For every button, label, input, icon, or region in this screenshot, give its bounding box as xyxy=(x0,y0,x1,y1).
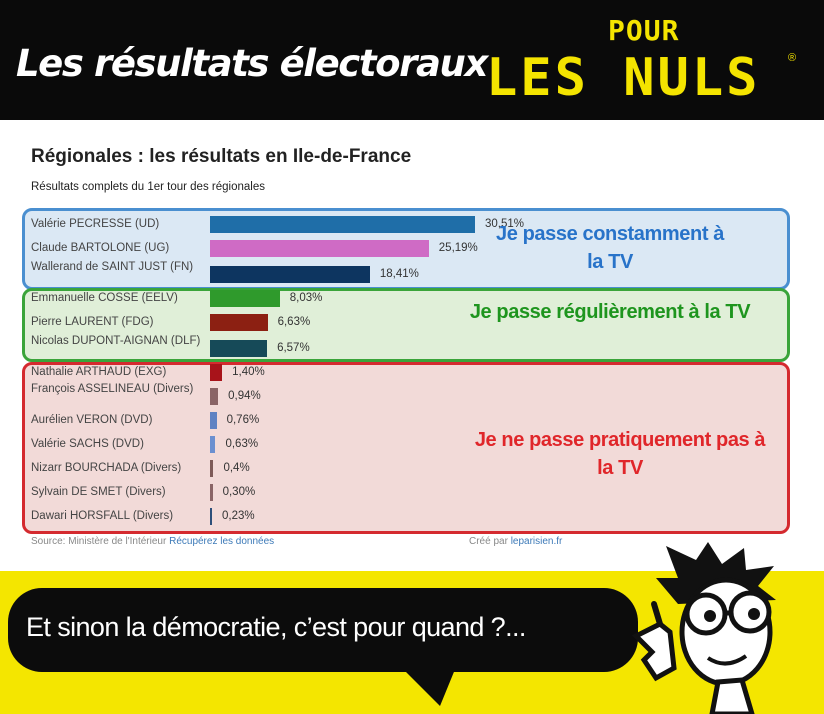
bar xyxy=(210,314,268,331)
speech-bubble-text: Et sinon la démocratie, c’est pour quand… xyxy=(26,612,526,642)
speech-bubble xyxy=(8,588,638,672)
value-label: 0,4% xyxy=(223,462,250,474)
leparisien-link[interactable]: leparisien.fr xyxy=(510,536,563,547)
category-label: Sylvain DE SMET (Divers) xyxy=(31,486,166,498)
value-label: 0,94% xyxy=(228,390,261,402)
group-annotation: Je ne passe pratiquement pas à la TV xyxy=(474,429,766,479)
category-label: Wallerand de SAINT JUST (FN) xyxy=(31,261,194,273)
category-label: Aurélien VERON (DVD) xyxy=(31,414,153,426)
bar xyxy=(210,364,223,381)
value-label: 18,41% xyxy=(379,268,419,280)
bar xyxy=(210,508,212,525)
dummies-mascot-icon xyxy=(631,542,776,714)
headline: Les résultats électoraux xyxy=(16,42,488,85)
category-label: Nizarr BOURCHADA (Divers) xyxy=(31,462,182,474)
bar xyxy=(210,240,429,257)
category-label: Pierre LAURENT (FDG) xyxy=(31,316,154,328)
category-label: Dawari HORSFALL (Divers) xyxy=(31,510,174,522)
value-label: 0,23% xyxy=(222,510,255,522)
bar xyxy=(210,412,217,429)
bar xyxy=(210,216,475,233)
value-label: 30,51% xyxy=(485,218,525,230)
logo-pour-text: POUR xyxy=(608,14,680,47)
bar xyxy=(210,436,216,453)
bar xyxy=(210,484,213,501)
registered-mark: ® xyxy=(788,52,797,64)
chart-subtitle: Résultats complets du 1er tour des régio… xyxy=(31,181,265,193)
category-label: Nathalie ARTHAUD (EXG) xyxy=(31,366,167,378)
group-annotation: Je passe régulièrement à la TV xyxy=(469,301,751,323)
value-label: 25,19% xyxy=(438,242,478,254)
logo-les-nuls-text: LES NULS xyxy=(486,48,761,108)
group-annotation: Je passe constamment à la TV xyxy=(496,223,724,273)
value-label: 6,57% xyxy=(277,342,310,354)
category-label: Valérie PECRESSE (UD) xyxy=(31,218,160,230)
download-data-link[interactable]: Récupérez les données xyxy=(169,536,275,547)
chart-source: Source: Ministère de l'Intérieur Récupér… xyxy=(31,536,274,547)
value-label: 0,76% xyxy=(226,414,260,426)
value-label: 0,63% xyxy=(225,438,259,450)
value-label: 6,63% xyxy=(277,316,311,328)
category-label: Valérie SACHS (DVD) xyxy=(31,438,144,450)
bar xyxy=(210,290,280,307)
group-box xyxy=(22,288,790,362)
chart-credit: Créé par leparisien.fr xyxy=(469,536,562,547)
bar xyxy=(210,388,219,405)
category-label: Emmanuelle COSSE (EELV) xyxy=(31,292,178,304)
bar xyxy=(210,460,214,477)
source-text: Source: Ministère de l'Intérieur xyxy=(31,536,167,547)
bar xyxy=(210,340,268,357)
category-label: Nicolas DUPONT-AIGNAN (DLF) xyxy=(31,335,201,347)
value-label: 1,40% xyxy=(232,366,265,378)
credit-text: Créé par xyxy=(469,536,508,547)
chart-title: Régionales : les résultats en Ile-de-Fra… xyxy=(31,146,412,167)
bar xyxy=(210,266,370,283)
category-label: François ASSELINEAU (Divers) xyxy=(31,383,194,395)
value-label: 0,30% xyxy=(222,486,256,498)
value-label: 8,03% xyxy=(289,292,323,304)
category-label: Claude BARTOLONE (UG) xyxy=(31,242,170,254)
group-box xyxy=(22,362,790,534)
header-banner xyxy=(0,0,824,120)
speech-bubble-tail xyxy=(396,662,458,706)
